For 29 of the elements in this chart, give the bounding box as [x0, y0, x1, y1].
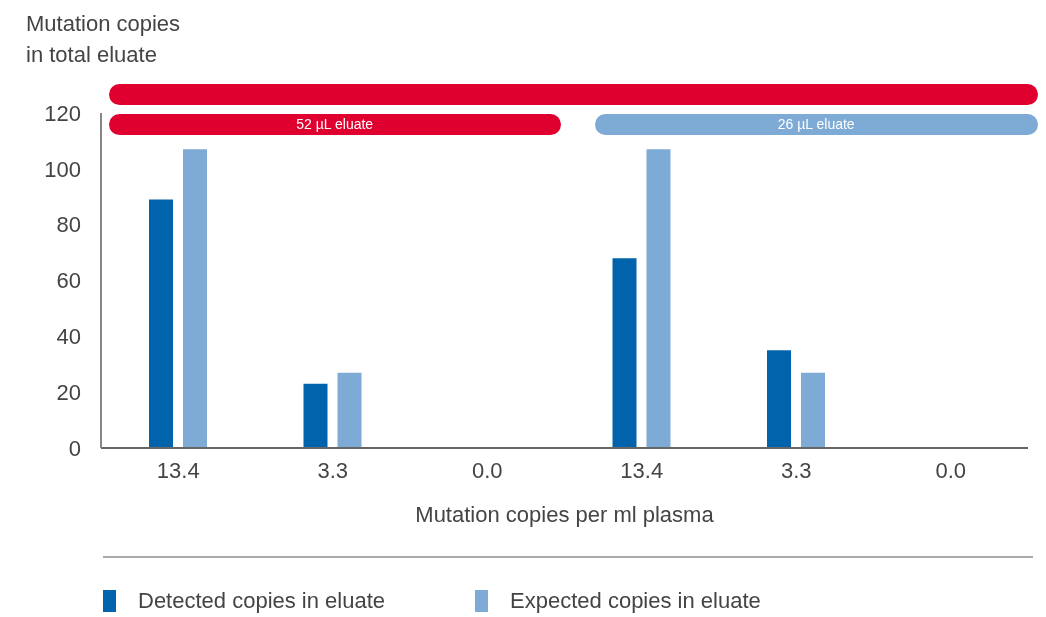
legend-label: Expected copies in eluate — [510, 588, 761, 614]
bar — [612, 258, 637, 448]
annotation: 26 µL eluate — [777, 116, 855, 132]
x-tick-label: 3.3 — [780, 457, 812, 483]
x-tick-label: 0.0 — [471, 457, 503, 483]
y-tick-label: 100 — [44, 156, 81, 182]
x-tick-label: 3.3 — [317, 457, 349, 483]
x-axis-title: Mutation copies per ml plasma — [415, 502, 715, 527]
x-tick-label: 0.0 — [935, 457, 967, 483]
annotation: 52 µL eluate — [296, 116, 374, 132]
y-tick-label: 120 — [44, 100, 81, 126]
y-tick-label: 20 — [56, 379, 81, 405]
x-tick-label: 13.4 — [620, 457, 664, 483]
y-tick-label: 40 — [56, 324, 81, 350]
y-tick-label: 60 — [56, 268, 81, 294]
x-tick-label: 13.4 — [156, 457, 200, 483]
y-tick-label: 0 — [68, 435, 81, 461]
bar — [646, 149, 671, 448]
bar — [183, 149, 207, 448]
bar — [149, 199, 173, 448]
y-axis-title: Mutation copies in total eluate — [26, 10, 182, 69]
rounded-tag: 52 µL eluate — [109, 114, 561, 135]
bar — [303, 383, 328, 448]
y-tick-label: 80 — [56, 212, 81, 238]
bar — [767, 350, 791, 448]
bar — [337, 372, 362, 448]
rounded-tag: 26 µL eluate — [594, 114, 1038, 135]
bar — [801, 372, 825, 448]
legend-label: Detected copies in eluate — [138, 588, 386, 614]
